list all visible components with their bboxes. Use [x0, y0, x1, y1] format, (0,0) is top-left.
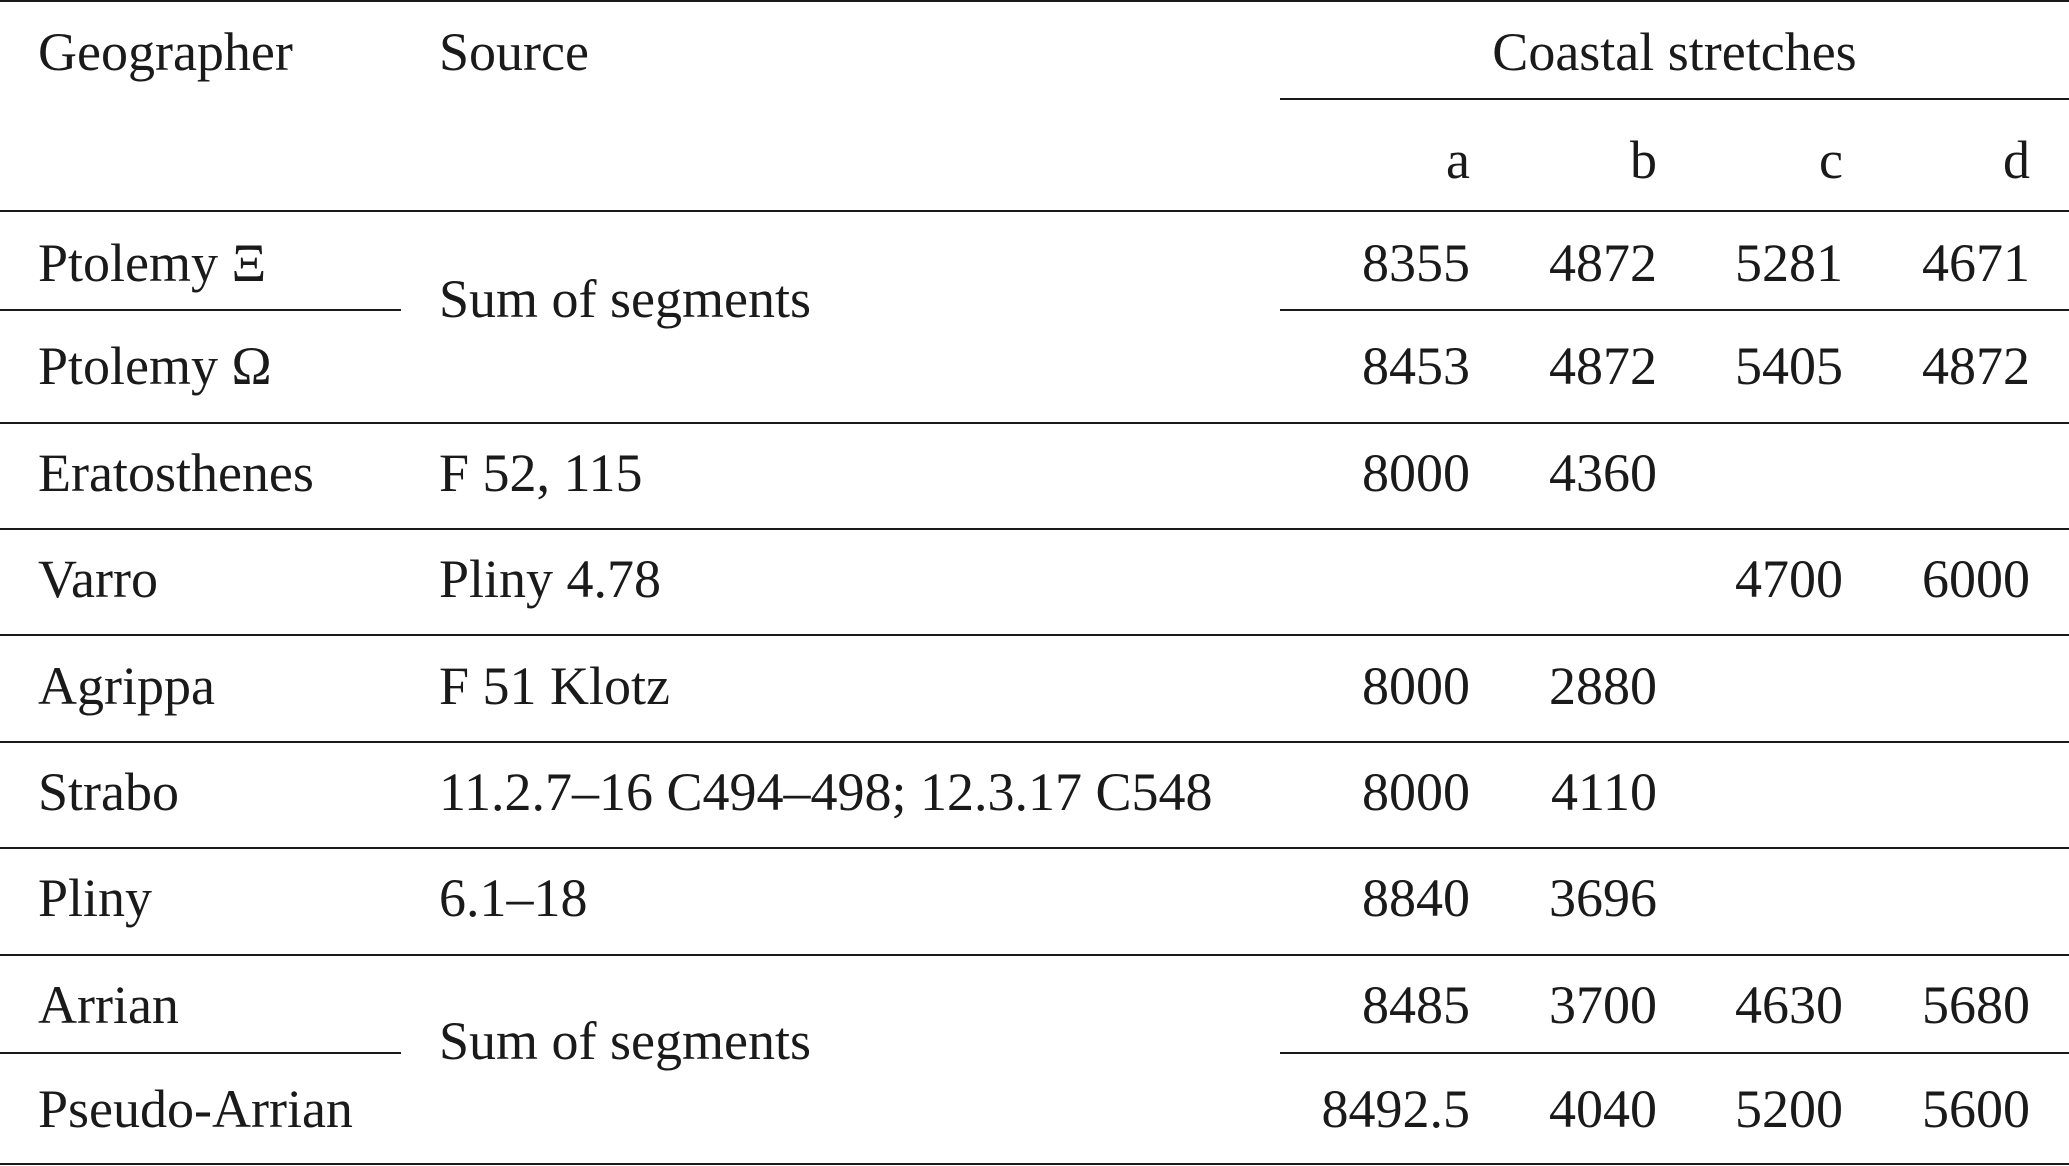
value-b: 3696	[1549, 868, 1657, 928]
source-cell: Pliny 4.78	[439, 549, 662, 609]
value-a: 8000	[1362, 762, 1470, 822]
geographer-cell: Pliny	[38, 868, 153, 928]
header-rule	[0, 210, 2069, 212]
geographer-cell: Agrippa	[38, 656, 215, 716]
row-divider	[0, 954, 2069, 956]
arrian-values-divider	[1280, 1052, 2069, 1054]
header-col-c: c	[1819, 130, 1843, 190]
header-col-b: b	[1630, 130, 1657, 190]
row-divider	[0, 741, 2069, 743]
value-c: 5405	[1735, 336, 1843, 396]
geographer-cell: Eratosthenes	[38, 443, 314, 503]
value-d: 6000	[1922, 549, 2030, 609]
row-divider	[0, 528, 2069, 530]
value-b: 4360	[1549, 443, 1657, 503]
value-a: 8000	[1362, 443, 1470, 503]
ptolemy-geographer-divider	[0, 309, 401, 311]
ptolemy-values-divider	[1280, 309, 2069, 311]
value-d: 5680	[1922, 975, 2030, 1035]
header-geographer: Geographer	[38, 22, 293, 82]
geographer-cell: Pseudo-Arrian	[38, 1079, 353, 1139]
value-c: 4630	[1735, 975, 1843, 1035]
value-c: 4700	[1735, 549, 1843, 609]
geographer-cell: Ptolemy Ξ	[38, 233, 267, 293]
header-col-d: d	[2003, 130, 2030, 190]
value-b: 4872	[1549, 336, 1657, 396]
value-c: 5281	[1735, 233, 1843, 293]
group-underline	[1280, 98, 2069, 100]
geographer-cell: Arrian	[38, 975, 179, 1035]
bottom-rule	[0, 1163, 2069, 1165]
top-rule	[0, 0, 2069, 2]
source-cell: 6.1–18	[439, 868, 588, 928]
value-a: 8000	[1362, 656, 1470, 716]
geographer-cell: Varro	[38, 549, 158, 609]
value-a: 8840	[1362, 868, 1470, 928]
row-divider	[0, 847, 2069, 849]
geographer-cell: Strabo	[38, 762, 179, 822]
value-a: 8492.5	[1321, 1079, 1471, 1139]
value-b: 3700	[1549, 975, 1657, 1035]
row-divider	[0, 422, 2069, 424]
header-source: Source	[439, 22, 589, 82]
value-b: 4110	[1551, 762, 1657, 822]
value-d: 5600	[1922, 1079, 2030, 1139]
value-a: 8355	[1362, 233, 1470, 293]
value-a: 8453	[1362, 336, 1470, 396]
source-cell: F 51 Klotz	[439, 656, 671, 716]
header-coastal-stretches: Coastal stretches	[1492, 22, 1857, 82]
row-divider	[0, 634, 2069, 636]
value-d: 4671	[1922, 233, 2030, 293]
arrian-geographer-divider	[0, 1052, 401, 1054]
value-b: 4872	[1549, 233, 1657, 293]
value-d: 4872	[1922, 336, 2030, 396]
source-cell: 11.2.7–16 C494–498; 12.3.17 C548	[439, 762, 1213, 822]
source-cell: Sum of segments	[439, 269, 811, 329]
value-c: 5200	[1735, 1079, 1843, 1139]
geographer-cell: Ptolemy Ω	[38, 336, 272, 396]
header-col-a: a	[1446, 130, 1470, 190]
value-b: 4040	[1549, 1079, 1657, 1139]
value-a: 8485	[1362, 975, 1470, 1035]
value-b: 2880	[1549, 656, 1657, 716]
source-cell: Sum of segments	[439, 1011, 811, 1071]
source-cell: F 52, 115	[439, 443, 643, 503]
